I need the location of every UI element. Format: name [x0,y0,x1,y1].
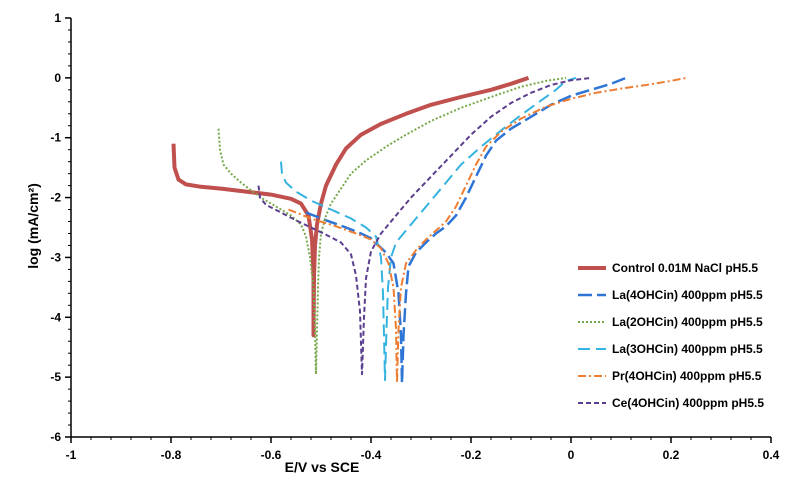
x-tick-label: -0.4 [361,448,382,462]
x-tick-label: 0.4 [763,448,780,462]
y-tick-label: 1 [54,11,61,25]
x-tick-label: 0.2 [663,448,680,462]
x-tick-label: -0.8 [161,448,182,462]
series-line-1 [171,76,530,338]
legend-label-1: Control 0.01M NaCl pH5.5 [612,261,758,275]
plot-series [171,76,687,385]
x-major-ticks [70,437,772,443]
legend-label-6: Ce(4OHCin) 400ppm pH5.5 [612,396,764,410]
y-major-ticks [65,17,71,438]
x-tick-label: -0.2 [461,448,482,462]
y-tick-label: -3 [50,250,61,264]
x-tick-label: -0.6 [261,448,282,462]
series-line-2 [305,76,627,385]
legend-label-2: La(4OHCin) 400ppm pH5.5 [612,288,763,302]
y-tick-label: -6 [50,430,61,444]
y-axis-title: log (mA/cm²) [25,183,41,269]
legend-label-4: La(3OHCin) 400ppm pH5.5 [612,342,763,356]
legend: Control 0.01M NaCl pH5.5 La(4OHCin) 400pp… [578,261,764,410]
axes: -1 -0.8 -0.6 -0.4 -0.2 0 0.2 0.4 -6 -5 -4 -3 -2 -1 0 1 [50,11,779,462]
series-line-5 [288,76,687,385]
legend-label-3: La(2OHCin) 400ppm pH5.5 [612,315,763,329]
x-tick-labels: -1 -0.8 -0.6 -0.4 -0.2 0 0.2 0.4 [66,448,780,462]
y-tick-label: 0 [54,71,61,85]
y-tick-labels: -6 -5 -4 -3 -2 -1 0 1 [50,11,61,444]
y-tick-label: -1 [50,131,61,145]
series-line-6 [257,76,592,376]
y-tick-label: -4 [50,310,61,324]
legend-label-5: Pr(4OHCin) 400ppm pH5.5 [612,369,762,383]
x-tick-label: 0 [568,448,575,462]
y-tick-label: -2 [50,191,61,205]
series-line-3 [217,76,567,376]
y-tick-label: -5 [50,370,61,384]
x-axis-title: E/V vs SCE [285,459,360,475]
minor-ticks [68,29,752,440]
x-tick-label: -1 [66,448,77,462]
series-line-4 [280,76,577,382]
